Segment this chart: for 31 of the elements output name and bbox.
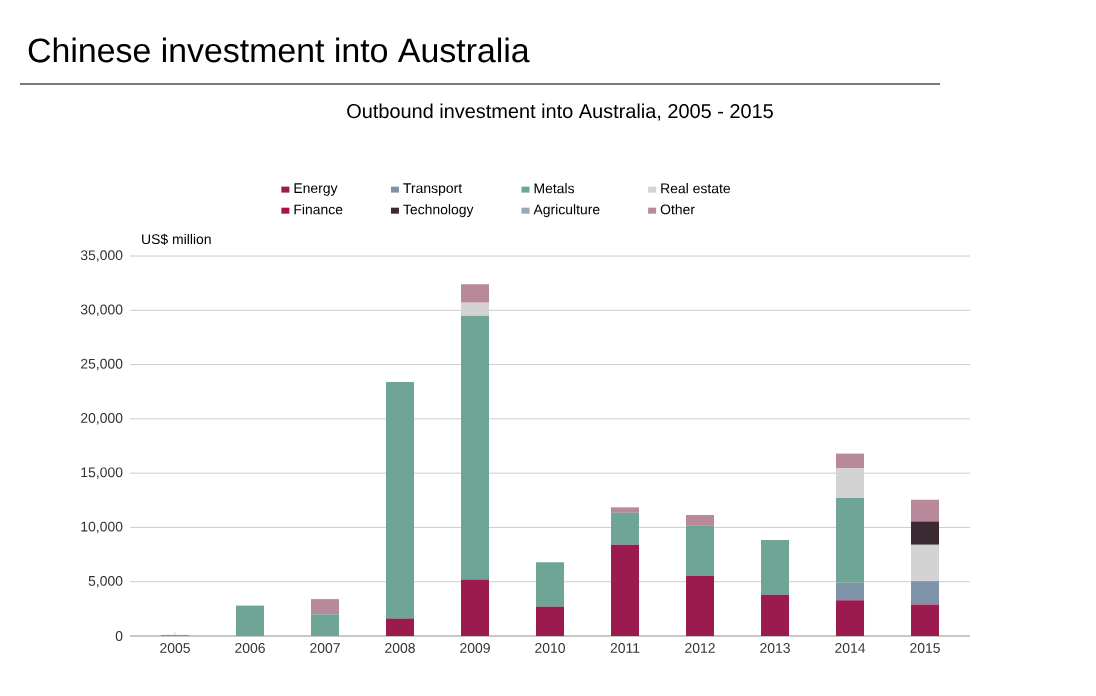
bar (761, 539, 790, 595)
bar (836, 498, 865, 583)
bar (386, 381, 415, 619)
bar (611, 512, 640, 545)
bar (461, 315, 490, 580)
bar (836, 468, 865, 499)
bar (311, 599, 340, 615)
bar (836, 453, 865, 469)
bar (461, 284, 490, 303)
bar (761, 594, 790, 636)
bar (911, 499, 940, 522)
bar (911, 521, 940, 545)
bar (911, 604, 940, 636)
bar (536, 562, 565, 607)
bar (911, 581, 940, 605)
bar (911, 544, 940, 582)
bar (686, 525, 715, 576)
bar (236, 605, 265, 636)
bar (386, 618, 415, 636)
bar (836, 582, 865, 601)
chart-subtitle: Outbound investment into Australia, 2005 - 2015 (347, 103, 773, 121)
bar (536, 606, 565, 636)
bar (611, 544, 640, 636)
bar (311, 614, 340, 636)
bar (461, 579, 490, 636)
bar (836, 600, 865, 636)
bar (686, 514, 715, 526)
bar (461, 302, 490, 316)
bar (686, 575, 715, 636)
chart-title: Chinese investment into Australia (28, 37, 530, 63)
bar (611, 507, 640, 513)
